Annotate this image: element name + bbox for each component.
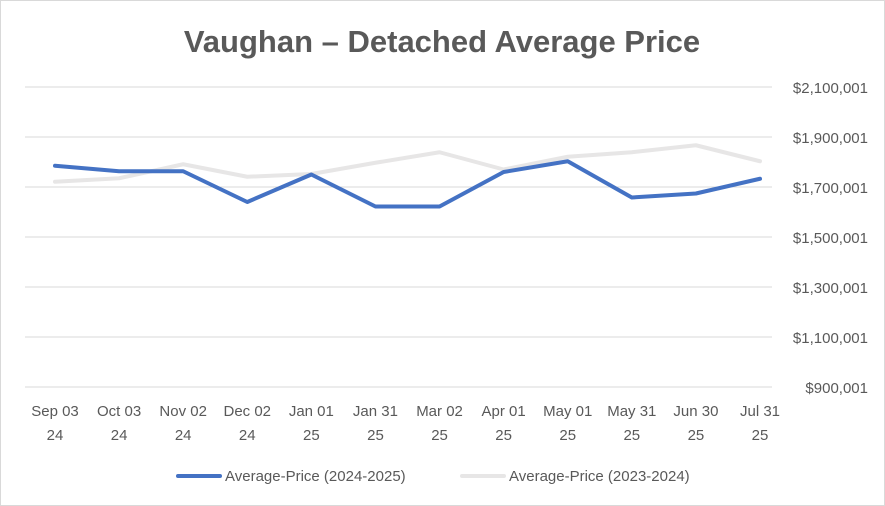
y-tick-label: $1,700,001 [793,180,868,197]
x-tick-label: Jun 30 25 [673,403,718,444]
x-tick-label: May 01 25 [543,403,592,444]
series-line [53,143,762,184]
x-tick-label: Apr 01 25 [482,403,526,444]
y-tick-label: $900,001 [805,380,868,397]
y-tick-label: $1,100,001 [793,330,868,347]
x-tick-label: Jan 31 25 [353,403,398,444]
y-tick-label: $2,100,001 [793,80,868,97]
x-tick-label: May 31 25 [607,403,656,444]
legend-label: Average-Price (2024-2025) [225,468,406,485]
y-tick-label: $1,300,001 [793,280,868,297]
series-line [53,159,762,209]
chart-title: Vaughan – Detached Average Price [184,24,700,59]
x-tick-label: Nov 02 24 [159,403,207,444]
x-tick-label: Sep 03 24 [31,403,79,444]
y-tick-label: $1,500,001 [793,230,868,247]
x-tick-label: Jul 31 25 [740,403,780,444]
x-tick-label: Oct 03 24 [97,403,141,444]
y-tick-label: $1,900,001 [793,130,868,147]
x-tick-label: Jan 01 25 [289,403,334,444]
x-tick-label: Mar 02 25 [416,403,463,444]
legend-label: Average-Price (2023-2024) [509,468,690,485]
x-tick-label: Dec 02 24 [224,403,272,444]
